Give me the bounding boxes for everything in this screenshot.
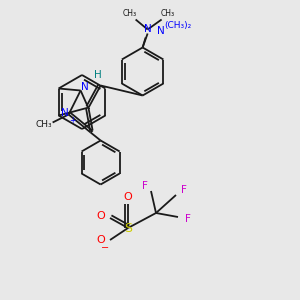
Text: O: O bbox=[97, 235, 105, 245]
Text: F: F bbox=[181, 185, 187, 195]
Text: N: N bbox=[144, 25, 152, 34]
Text: F: F bbox=[142, 181, 148, 191]
Text: N: N bbox=[157, 26, 164, 37]
Text: CH₃: CH₃ bbox=[123, 9, 137, 18]
Text: N: N bbox=[81, 82, 88, 92]
Text: O: O bbox=[124, 192, 132, 202]
Text: CH₃: CH₃ bbox=[35, 120, 52, 129]
Text: O: O bbox=[97, 211, 105, 221]
Text: (CH₃)₂: (CH₃)₂ bbox=[165, 21, 192, 30]
Text: H: H bbox=[94, 70, 101, 80]
Text: N: N bbox=[61, 107, 68, 118]
Text: F: F bbox=[185, 214, 191, 224]
Text: +: + bbox=[69, 116, 76, 125]
Text: −: − bbox=[101, 243, 109, 253]
Text: CH₃: CH₃ bbox=[160, 9, 175, 18]
Text: S: S bbox=[124, 221, 132, 235]
